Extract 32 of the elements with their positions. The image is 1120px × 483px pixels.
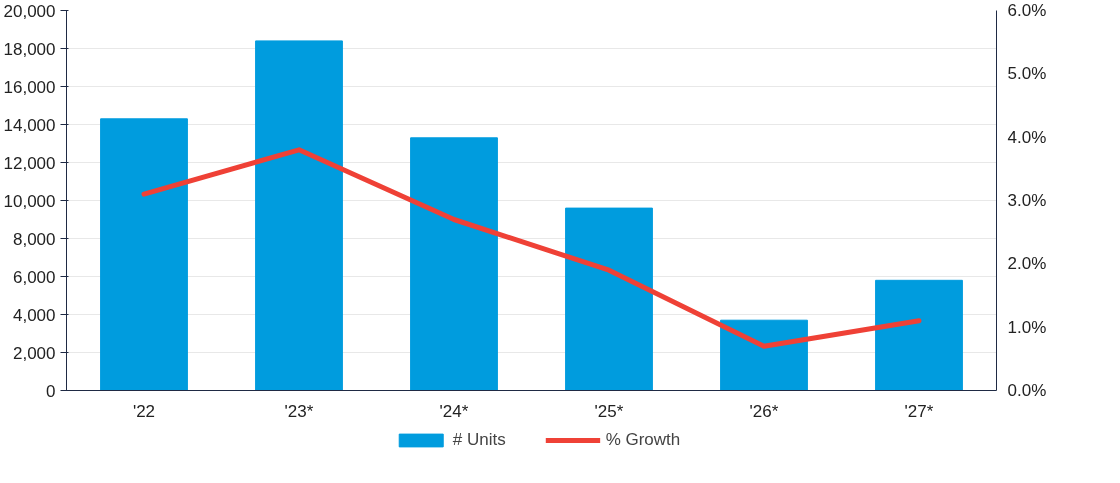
y2-tick-label: 1.0% [1007,317,1047,337]
y-tick-label: 8,000 [12,229,56,249]
bar [410,137,498,391]
y-tick-label: 4,000 [12,305,56,325]
y-tick-label: 20,000 [3,1,56,21]
y2-tick-label: 4.0% [1007,127,1047,147]
y-tick-label: 12,000 [3,153,56,173]
x-tick-label: '27* [904,401,934,421]
x-tick-label: '23* [284,401,314,421]
y2-tick-label: 2.0% [1007,254,1047,274]
y-tick-label: 6,000 [12,267,56,287]
y-tick-label: 10,000 [3,191,56,211]
bar [565,207,653,391]
bar [255,40,343,391]
y-tick-label: 14,000 [3,115,56,135]
bar [100,118,188,391]
bar [720,319,808,391]
legend-label: % Growth [605,430,681,450]
y2-tick-label: 0.0% [1007,381,1047,400]
y2-tick-label: 5.0% [1007,64,1047,84]
x-tick-label: '22 [132,401,156,421]
y-tick-label: 0 [46,381,56,401]
bar [875,279,963,391]
x-tick-label: '25* [594,401,624,421]
x-tick-label: '26* [749,401,779,421]
y-tick-label: 16,000 [3,77,56,97]
x-tick-label: '24* [439,401,469,421]
y2-tick-label: 3.0% [1007,191,1047,210]
legend-label: # Units [452,430,506,450]
y-tick-label: 18,000 [3,39,56,59]
y2-tick-label: 6.0% [1007,1,1047,20]
y-tick-label: 2,000 [12,343,56,363]
